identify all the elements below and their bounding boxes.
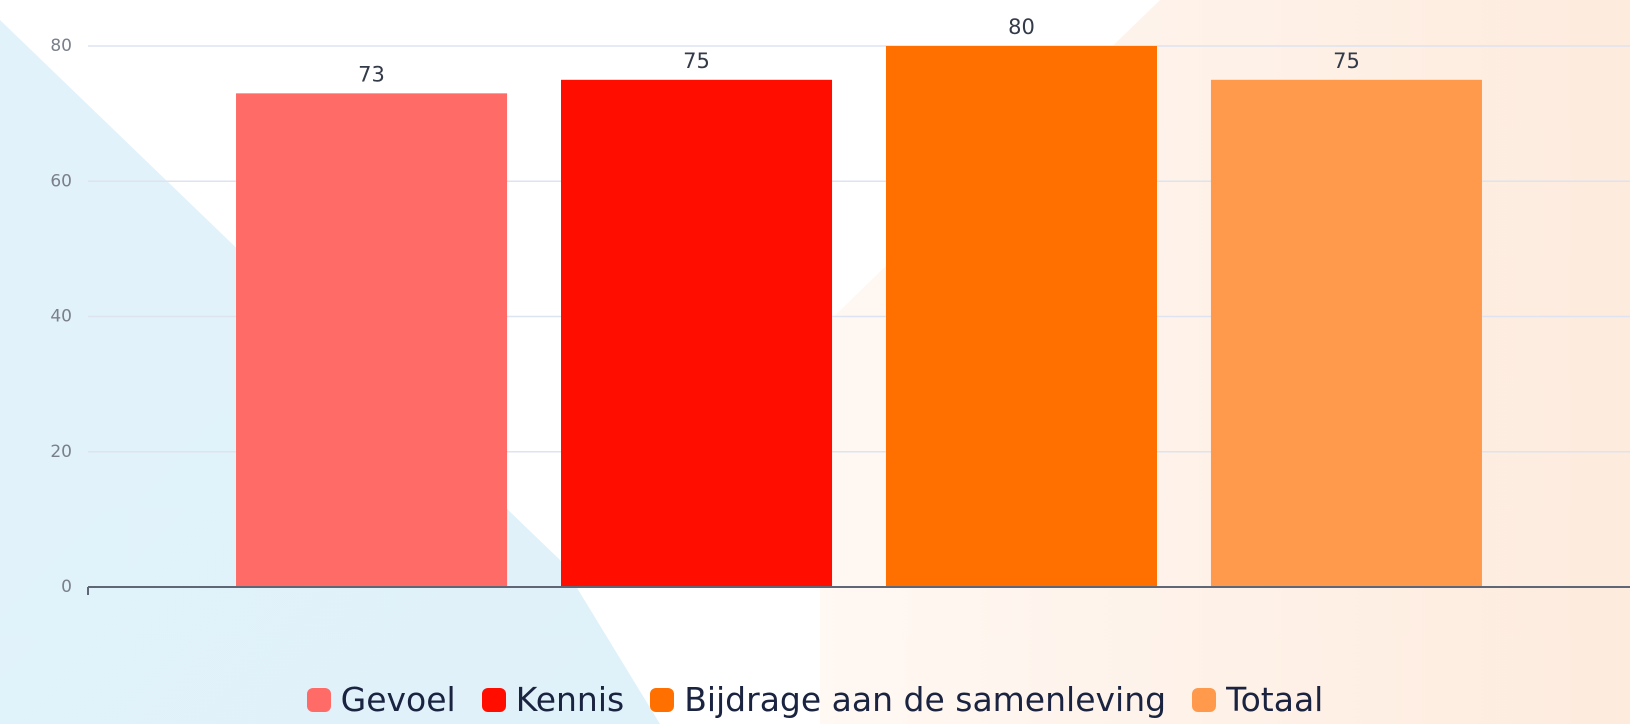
legend-label: Totaal <box>1226 680 1324 719</box>
legend-item[interactable]: Totaal <box>1192 680 1323 719</box>
legend-item[interactable]: Kennis <box>481 680 625 719</box>
bar <box>1210 79 1482 587</box>
legend: Gevoel Kennis Bijdrage aan de samenleving T… <box>0 680 1630 719</box>
data-label: 75 <box>1333 49 1360 73</box>
data-label: 80 <box>1008 15 1035 39</box>
y-tick-label: 0 <box>61 577 72 597</box>
legend-item[interactable]: Bijdrage aan de samenleving <box>650 680 1166 719</box>
legend-swatch <box>650 687 675 712</box>
y-tick-label: 20 <box>50 442 72 462</box>
plot-area: 0 20 40 60 80 73 75 80 75 <box>50 15 1630 597</box>
legend-label: Bijdrage aan de samenleving <box>684 680 1167 719</box>
legend-swatch <box>306 687 331 712</box>
data-label: 73 <box>358 62 385 86</box>
bar <box>236 93 508 588</box>
data-label: 75 <box>683 49 710 73</box>
bar <box>561 79 833 587</box>
legend-label: Gevoel <box>340 680 456 719</box>
legend-label: Kennis <box>515 680 625 719</box>
legend-swatch <box>481 687 506 712</box>
y-tick-label: 40 <box>50 307 72 327</box>
y-tick-label: 60 <box>50 171 72 191</box>
legend-swatch <box>1192 687 1217 712</box>
y-tick-label: 80 <box>50 36 72 56</box>
legend-item[interactable]: Gevoel <box>306 680 456 719</box>
bar <box>885 46 1157 587</box>
